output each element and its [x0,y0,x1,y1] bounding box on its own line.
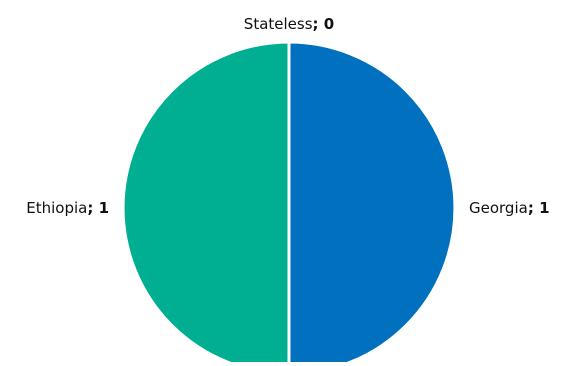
pie-slice-ethiopia [121,40,291,366]
data-label-category-stateless: Stateless [244,15,313,33]
data-label-separator: ; [87,199,98,217]
data-label-separator: ; [528,199,539,217]
data-label-category-ethiopia: Ethiopia [26,199,87,217]
data-label-ethiopia: Ethiopia; 1 [26,199,109,217]
data-label-value-ethiopia: 1 [99,199,109,217]
data-label-stateless: Stateless; 0 [244,15,334,33]
data-label-separator: ; [313,15,324,33]
data-label-category-georgia: Georgia [469,199,528,217]
data-label-value-georgia: 1 [539,199,549,217]
data-label-value-stateless: 0 [324,15,334,33]
data-label-georgia: Georgia; 1 [469,199,550,217]
pie-slice-georgia [287,40,457,366]
